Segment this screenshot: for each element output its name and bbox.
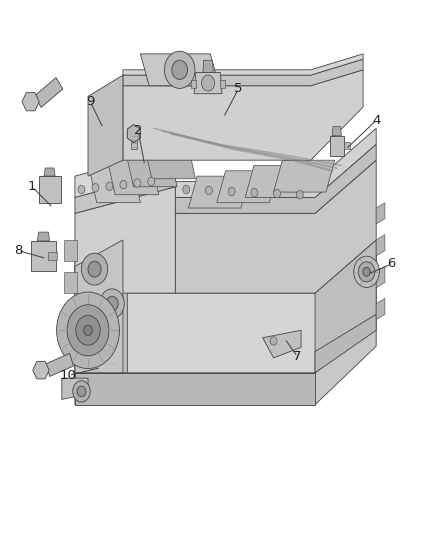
Text: 4: 4 xyxy=(372,114,380,127)
Polygon shape xyxy=(191,80,196,88)
Polygon shape xyxy=(31,241,56,271)
Text: 6: 6 xyxy=(387,257,396,270)
Polygon shape xyxy=(88,163,141,203)
Circle shape xyxy=(120,180,127,189)
Circle shape xyxy=(148,177,155,185)
Polygon shape xyxy=(106,155,159,195)
Polygon shape xyxy=(64,240,77,261)
Polygon shape xyxy=(188,176,250,208)
Polygon shape xyxy=(123,59,363,86)
Text: 2: 2 xyxy=(134,124,142,138)
Polygon shape xyxy=(75,213,127,373)
Polygon shape xyxy=(203,60,213,72)
Polygon shape xyxy=(64,272,77,293)
Circle shape xyxy=(81,253,108,285)
Circle shape xyxy=(358,262,375,282)
Polygon shape xyxy=(75,373,315,405)
Circle shape xyxy=(78,185,85,193)
Polygon shape xyxy=(332,127,341,136)
Circle shape xyxy=(106,182,113,190)
Polygon shape xyxy=(263,330,301,358)
Polygon shape xyxy=(376,203,385,224)
Polygon shape xyxy=(75,150,175,197)
Polygon shape xyxy=(22,93,39,111)
Text: 8: 8 xyxy=(14,244,22,257)
Polygon shape xyxy=(39,176,60,203)
Circle shape xyxy=(77,386,86,397)
Polygon shape xyxy=(315,240,376,373)
Circle shape xyxy=(172,60,187,79)
Circle shape xyxy=(106,296,118,311)
Polygon shape xyxy=(37,232,49,241)
Polygon shape xyxy=(131,134,137,149)
Polygon shape xyxy=(220,80,225,88)
Polygon shape xyxy=(35,77,63,108)
Polygon shape xyxy=(44,168,55,176)
Circle shape xyxy=(270,337,277,345)
Circle shape xyxy=(296,190,303,199)
Polygon shape xyxy=(62,378,88,399)
Polygon shape xyxy=(48,252,57,260)
Circle shape xyxy=(363,268,370,276)
Polygon shape xyxy=(75,187,175,293)
Polygon shape xyxy=(194,72,222,94)
Polygon shape xyxy=(315,314,376,373)
Text: 1: 1 xyxy=(28,180,36,193)
Polygon shape xyxy=(64,336,77,357)
Polygon shape xyxy=(376,235,385,256)
Circle shape xyxy=(274,189,281,198)
Circle shape xyxy=(67,305,109,356)
Polygon shape xyxy=(175,160,376,293)
Polygon shape xyxy=(75,240,123,373)
Circle shape xyxy=(100,289,124,319)
Polygon shape xyxy=(123,70,363,160)
Polygon shape xyxy=(330,136,344,156)
Polygon shape xyxy=(33,361,49,379)
Polygon shape xyxy=(125,147,177,187)
Polygon shape xyxy=(376,298,385,320)
Polygon shape xyxy=(123,54,363,75)
Circle shape xyxy=(88,261,101,277)
Polygon shape xyxy=(344,142,350,149)
Circle shape xyxy=(201,75,215,91)
Circle shape xyxy=(354,256,379,287)
Polygon shape xyxy=(376,266,385,288)
Polygon shape xyxy=(64,304,77,325)
Polygon shape xyxy=(141,54,219,86)
Text: 9: 9 xyxy=(86,95,94,108)
Polygon shape xyxy=(175,128,376,197)
Circle shape xyxy=(251,188,258,197)
Polygon shape xyxy=(175,144,376,213)
Polygon shape xyxy=(245,165,306,197)
Polygon shape xyxy=(274,160,335,192)
Circle shape xyxy=(183,185,190,193)
Circle shape xyxy=(92,183,99,192)
Circle shape xyxy=(84,325,92,336)
Polygon shape xyxy=(88,75,123,176)
Polygon shape xyxy=(75,171,175,213)
Polygon shape xyxy=(46,353,74,376)
Circle shape xyxy=(205,186,212,195)
Circle shape xyxy=(73,381,90,402)
Circle shape xyxy=(57,292,120,368)
Circle shape xyxy=(164,51,195,88)
Text: 10: 10 xyxy=(60,369,77,382)
Polygon shape xyxy=(75,240,376,373)
Circle shape xyxy=(228,187,235,196)
Polygon shape xyxy=(127,125,140,143)
Circle shape xyxy=(134,179,141,187)
Text: 5: 5 xyxy=(234,82,243,95)
Text: 7: 7 xyxy=(293,350,302,364)
Circle shape xyxy=(76,316,100,345)
Polygon shape xyxy=(217,171,278,203)
Polygon shape xyxy=(75,320,376,405)
Polygon shape xyxy=(143,139,195,179)
